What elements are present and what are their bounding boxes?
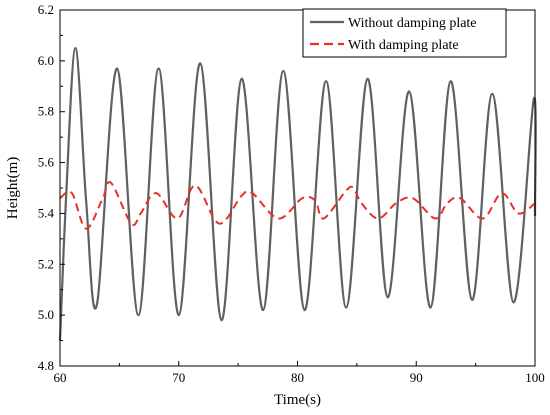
y-tick-label: 5.6	[38, 155, 55, 170]
y-tick-label: 4.8	[38, 358, 54, 373]
series-line-with-damping	[59, 181, 536, 230]
legend-label-without-damping: Without damping plate	[348, 16, 477, 31]
legend-box	[302, 8, 507, 58]
legend: Without damping plate With damping plate	[302, 8, 507, 58]
x-tick-label: 100	[525, 370, 545, 385]
x-tick-label: 60	[54, 370, 67, 385]
series-layer	[58, 47, 537, 341]
legend-label-with-damping: With damping plate	[348, 38, 459, 53]
y-tick-label: 6.2	[38, 2, 54, 17]
y-axis-title: Height(m)	[5, 157, 21, 219]
x-tick-label: 70	[172, 370, 185, 385]
series-line-without-damping	[58, 47, 537, 341]
y-tick-label: 5.4	[38, 205, 55, 220]
y-tick-label: 5.8	[38, 104, 54, 119]
x-tick-label: 80	[291, 370, 304, 385]
x-tick-label: 90	[410, 370, 423, 385]
x-axis: 60 70 80 90 100	[54, 361, 545, 385]
plot-frame	[59, 9, 536, 367]
y-axis: 4.8 5.0 5.2 5.4 5.6 5.8 6.0 6.2	[38, 2, 65, 373]
y-tick-label: 6.0	[38, 53, 54, 68]
y-tick-label: 5.2	[38, 256, 54, 271]
x-axis-title: Time(s)	[274, 392, 321, 408]
y-tick-label: 5.0	[38, 307, 54, 322]
